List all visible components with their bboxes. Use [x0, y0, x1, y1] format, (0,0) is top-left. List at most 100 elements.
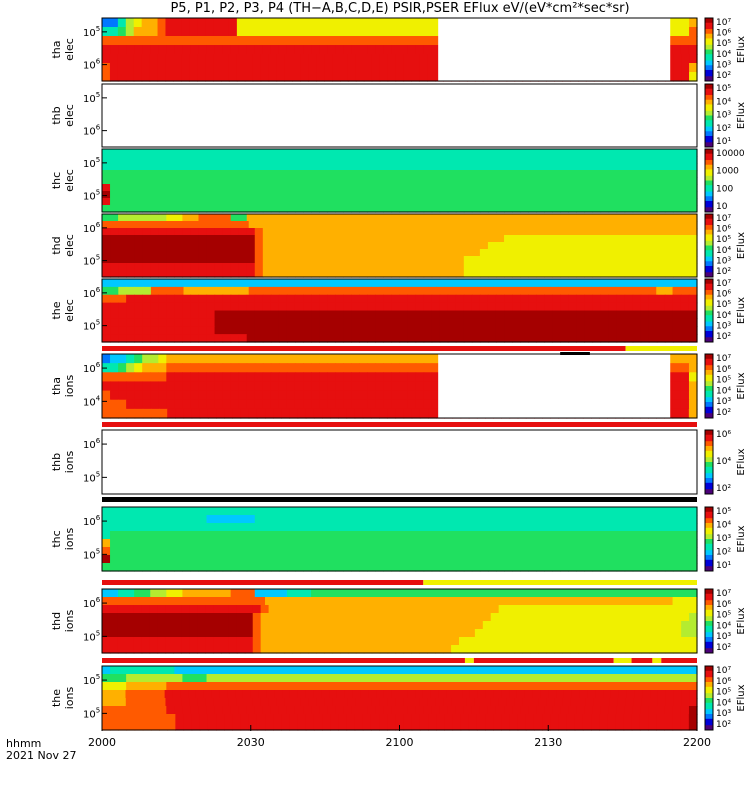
spectrogram-cell: [544, 326, 553, 335]
spectrogram-cell: [134, 149, 143, 157]
spectrogram-cell: [459, 629, 468, 638]
spectrogram-cell: [174, 163, 183, 171]
spectrogram-cell: [175, 221, 185, 229]
spectrogram-cell: [640, 334, 650, 343]
colorbar-swatch: [705, 256, 713, 259]
spectrogram-cell: [403, 72, 412, 82]
spectrogram-cell: [110, 399, 119, 410]
spectrogram-cell: [206, 198, 216, 206]
spectrogram-cell: [359, 381, 368, 392]
spectrogram-cell: [568, 170, 577, 178]
spectrogram-cell: [278, 326, 288, 335]
spectrogram-cell: [276, 27, 286, 37]
spectrogram-cell: [399, 163, 409, 171]
spectrogram-cell: [343, 318, 352, 327]
spectrogram-cell: [278, 363, 288, 373]
spectrogram-cell: [395, 286, 405, 296]
spectrogram-cell: [451, 698, 460, 707]
spectrogram-cell: [157, 637, 167, 646]
spectrogram-cell: [509, 286, 519, 296]
spectrogram-cell: [158, 163, 167, 171]
spectrogram-cell: [471, 235, 481, 243]
spectrogram-cell: [351, 555, 360, 564]
colorbar-swatch: [705, 619, 713, 622]
spectrogram-cell: [576, 163, 586, 171]
spectrogram-cell: [182, 242, 192, 250]
spectrogram-cell: [278, 242, 288, 250]
spectrogram-cell: [444, 221, 454, 229]
spectrogram-cell: [335, 507, 344, 516]
spectrogram-cell: [600, 507, 610, 516]
spectrogram-cell: [110, 507, 119, 516]
spectrogram-cell: [648, 682, 658, 691]
spectrogram-cell: [558, 286, 568, 296]
spectrogram-cell: [633, 621, 643, 630]
spectrogram-cell: [118, 318, 127, 327]
colorbar-swatch: [705, 403, 713, 406]
spectrogram-cell: [431, 372, 441, 383]
colorbar-swatch: [705, 46, 713, 49]
spectrogram-cell: [214, 249, 224, 257]
spectrogram-cell: [359, 249, 368, 257]
spectrogram-cell: [632, 523, 642, 532]
spectrogram-cell: [173, 605, 182, 614]
spectrogram-cell: [262, 555, 272, 564]
spectrogram-cell: [252, 605, 262, 614]
spectrogram-cell: [490, 698, 500, 707]
spectrogram-cell: [158, 372, 167, 383]
spectrogram-cell: [327, 191, 336, 199]
spectrogram-cell: [110, 228, 119, 236]
spectrogram-cell: [240, 286, 250, 296]
spectrogram-cell: [206, 36, 216, 46]
spectrogram-cell: [270, 170, 280, 178]
spectrogram-cell: [600, 242, 610, 250]
spectrogram-cell: [419, 605, 428, 614]
spectrogram-cell: [664, 256, 674, 264]
spectrogram-cell: [238, 198, 248, 206]
spectrogram-cell: [399, 205, 409, 213]
spectrogram-cell: [447, 666, 457, 675]
spectrogram-cell: [286, 279, 296, 288]
spectrogram-cell: [262, 515, 272, 524]
spectrogram-cell: [576, 279, 586, 288]
spectrogram-cell: [367, 326, 376, 335]
spectrogram-cell: [335, 242, 344, 250]
spectrogram-cell: [343, 372, 352, 383]
spectrogram-cell: [562, 605, 571, 614]
spectrogram-cell: [308, 613, 317, 622]
spectrogram-cell: [142, 163, 151, 171]
spectrogram-cell: [375, 682, 385, 691]
spectrogram-cell: [415, 263, 425, 271]
spectrogram-cell: [214, 163, 224, 171]
spectrogram-cell: [362, 597, 372, 606]
colorbar-tick-label: 10¹: [716, 561, 731, 571]
spectrogram-cell: [278, 249, 288, 257]
colorbar-swatch: [705, 174, 713, 177]
spectrogram-cell: [552, 563, 561, 572]
spectrogram-cell: [238, 279, 248, 288]
spectrogram-cell: [327, 326, 336, 335]
spectrogram-cell: [439, 170, 449, 178]
spectrogram-cell: [419, 637, 428, 646]
colorbar-swatch: [705, 169, 713, 172]
spectrogram-cell: [626, 690, 635, 699]
spectrogram-cell: [303, 256, 312, 264]
spectrogram-cell: [649, 645, 658, 654]
spectrogram-cell: [391, 205, 401, 213]
spectrogram-cell: [672, 666, 682, 675]
spectrogram-cell: [407, 381, 417, 392]
colorbar-swatch: [705, 285, 713, 288]
spectrogram-cell: [278, 294, 288, 304]
spectrogram-cell: [648, 228, 658, 236]
spectrogram-cell: [190, 294, 200, 304]
spectrogram-cell: [363, 629, 373, 638]
spectrogram-cell: [246, 363, 256, 373]
spectrogram-cell: [556, 690, 565, 699]
spectrogram-cell: [399, 666, 409, 675]
spectrogram-cell: [576, 515, 586, 524]
spectrogram-cell: [471, 507, 481, 516]
spectrogram-cell: [134, 228, 143, 236]
spectrogram-cell: [311, 372, 320, 383]
spectrogram-cell: [495, 531, 505, 540]
spectrogram-cell: [632, 270, 642, 278]
